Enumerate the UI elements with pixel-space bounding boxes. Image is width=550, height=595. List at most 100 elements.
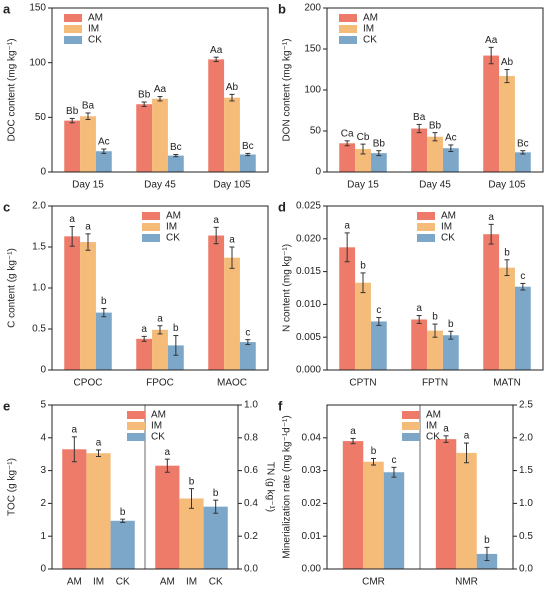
bar [64, 120, 81, 172]
bar [499, 76, 515, 172]
y-tick-label: 1.0 [244, 400, 258, 411]
panel-label: e [3, 398, 10, 413]
x-tick-label: Day 105 [488, 180, 526, 191]
legend-label: AM [441, 211, 456, 222]
bar [224, 257, 240, 370]
significance-label: Bc [170, 142, 182, 153]
significance-label: c [376, 305, 381, 316]
bar [442, 335, 459, 370]
y-tick-label: 0.5 [32, 324, 46, 335]
y-tick-label: 0 [315, 167, 321, 178]
y-tick-label: 1.5 [519, 465, 533, 476]
bar [442, 148, 459, 172]
legend-swatch [64, 25, 82, 33]
significance-label: Bc [517, 138, 529, 149]
legend-swatch [417, 212, 435, 220]
bar [483, 55, 500, 173]
y-tick-label: 2.0 [32, 201, 46, 212]
significance-label: c [391, 455, 396, 466]
bar [239, 154, 256, 172]
legend-label: IM [151, 421, 162, 432]
x-tick-label: IM [93, 577, 104, 588]
significance-label: b [101, 296, 107, 307]
y-tick-label: 0.005 [296, 332, 321, 343]
significance-label: b [504, 247, 510, 258]
panel-label: c [3, 199, 10, 214]
significance-label: Bb [429, 120, 442, 131]
bar [152, 98, 168, 172]
bar [136, 104, 153, 172]
y-tick-label: 0.6 [244, 465, 258, 476]
significance-label: Bb [373, 138, 386, 149]
bar [86, 453, 111, 569]
bar [427, 136, 443, 172]
bar [355, 282, 371, 370]
significance-label: a [488, 212, 494, 223]
bar [456, 452, 477, 569]
y-tick-label: 1.0 [32, 283, 46, 294]
significance-label: b [189, 476, 195, 487]
legend-swatch [64, 36, 82, 44]
significance-label: a [213, 215, 219, 226]
bar [179, 498, 204, 569]
significance-label: b [432, 312, 438, 323]
legend-label: CK [88, 35, 102, 46]
legend-swatch [142, 223, 160, 231]
bar [476, 553, 498, 569]
bar [208, 235, 225, 370]
bar [499, 267, 515, 370]
y-tick-label: 0.025 [296, 201, 321, 212]
bar [62, 449, 87, 569]
legend-label: CK [441, 233, 455, 244]
significance-label: a [157, 313, 163, 324]
y-tick-label: 0.020 [296, 233, 321, 244]
significance-label: Ba [413, 112, 426, 123]
bar [64, 236, 81, 370]
legend-label: CK [363, 35, 377, 46]
x-tick-label: MAOC [217, 378, 247, 389]
significance-label: a [416, 303, 422, 314]
legend-swatch [402, 422, 420, 430]
y-tick-label: 0.2 [244, 531, 258, 542]
legend-swatch [339, 25, 357, 33]
significance-label: b [484, 535, 490, 546]
bar [203, 506, 228, 569]
significance-label: Ca [341, 128, 354, 139]
significance-label: a [443, 423, 449, 434]
x-tick-label: AM [160, 577, 175, 588]
y-tick-label: 50 [35, 112, 47, 123]
y-tick-label: 0 [40, 167, 46, 178]
x-tick-label: Day 15 [72, 180, 104, 191]
bar [136, 338, 153, 370]
significance-label: Ab [501, 57, 514, 68]
y-tick-label: 150 [304, 44, 321, 55]
significance-label: c [245, 327, 250, 338]
y-tick-label: 1.0 [519, 498, 533, 509]
x-tick-label: CPTN [349, 378, 376, 389]
plot-frame [326, 7, 544, 173]
significance-label: a [344, 221, 350, 232]
x-tick-label: Day 45 [419, 180, 451, 191]
y-tick-label: 0.01 [302, 531, 322, 542]
y-tick-label: 0.010 [296, 299, 321, 310]
bar [383, 472, 405, 569]
y-tick-label: 0.0 [519, 564, 533, 575]
legend-swatch [417, 234, 435, 242]
panel-label: a [3, 1, 11, 16]
y-tick-label: 150 [29, 3, 46, 14]
significance-label: Ac [445, 133, 457, 144]
x-tick-label: FPTN [422, 378, 448, 389]
y-tick-label: 2 [40, 498, 46, 509]
significance-label: Aa [154, 84, 167, 95]
y-axis-label: DON content (mg kg⁻¹) [282, 38, 293, 141]
x-tick-label: Day 105 [213, 180, 251, 191]
panel-label: b [278, 1, 286, 16]
significance-label: Bb [138, 90, 151, 101]
significance-label: a [464, 431, 470, 442]
significance-label: Aa [485, 35, 498, 46]
y-tick-label: 2.0 [519, 432, 533, 443]
bar [355, 149, 371, 172]
panel-label: f [278, 398, 283, 413]
significance-label: a [72, 424, 78, 435]
